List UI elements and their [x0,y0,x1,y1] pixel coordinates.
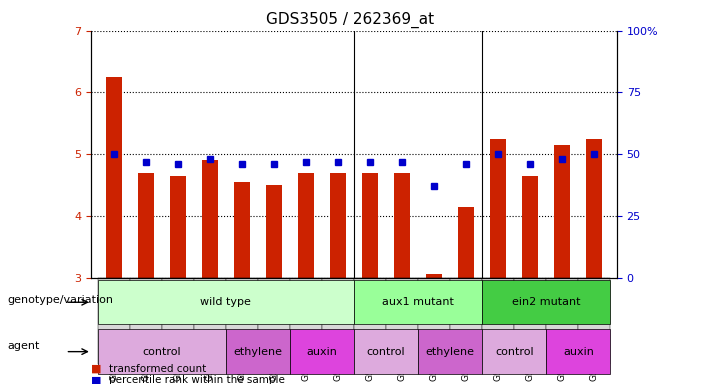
FancyBboxPatch shape [354,280,482,324]
Bar [97,278,130,364]
Bar [362,173,378,278]
Text: auxin: auxin [563,347,594,357]
Bar [450,278,482,364]
Bar [354,278,386,364]
FancyBboxPatch shape [290,329,354,374]
Bar [546,278,578,364]
Bar [162,278,193,364]
Text: genotype/variation: genotype/variation [7,295,113,305]
Bar [554,145,571,278]
Text: wild type: wild type [200,297,251,307]
Text: transformed count: transformed count [109,364,206,374]
Text: percentile rank within the sample: percentile rank within the sample [109,375,285,384]
Bar [330,173,346,278]
FancyBboxPatch shape [482,280,611,324]
Bar [202,160,218,278]
FancyBboxPatch shape [226,329,290,374]
Bar [426,275,442,278]
Text: ethylene: ethylene [426,347,475,357]
Text: ■: ■ [91,375,102,384]
Bar [130,278,162,364]
Text: control: control [495,347,533,357]
Bar [490,139,506,278]
Bar [394,173,410,278]
Text: ein2 mutant: ein2 mutant [512,297,580,307]
FancyBboxPatch shape [482,329,546,374]
Bar [106,77,121,278]
Text: aux1 mutant: aux1 mutant [382,297,454,307]
Bar [170,176,186,278]
Text: agent: agent [7,341,39,351]
Bar [322,278,354,364]
Text: control: control [142,347,181,357]
Text: ■: ■ [91,364,102,374]
Bar [298,173,314,278]
Text: control: control [367,347,405,357]
Text: GDS3505 / 262369_at: GDS3505 / 262369_at [266,12,435,28]
FancyBboxPatch shape [97,280,354,324]
Bar [578,278,611,364]
Bar [137,173,154,278]
Bar [418,278,450,364]
Bar [266,185,282,278]
Bar [515,278,546,364]
Bar [258,278,290,364]
FancyBboxPatch shape [354,329,418,374]
Bar [226,278,258,364]
FancyBboxPatch shape [546,329,611,374]
Bar [458,207,474,278]
Text: auxin: auxin [306,347,337,357]
FancyBboxPatch shape [418,329,482,374]
Bar [290,278,322,364]
Bar [482,278,515,364]
Bar [587,139,602,278]
Bar [386,278,418,364]
FancyBboxPatch shape [97,329,226,374]
Text: ethylene: ethylene [233,347,283,357]
Bar [234,182,250,278]
Bar [522,176,538,278]
Bar [193,278,226,364]
